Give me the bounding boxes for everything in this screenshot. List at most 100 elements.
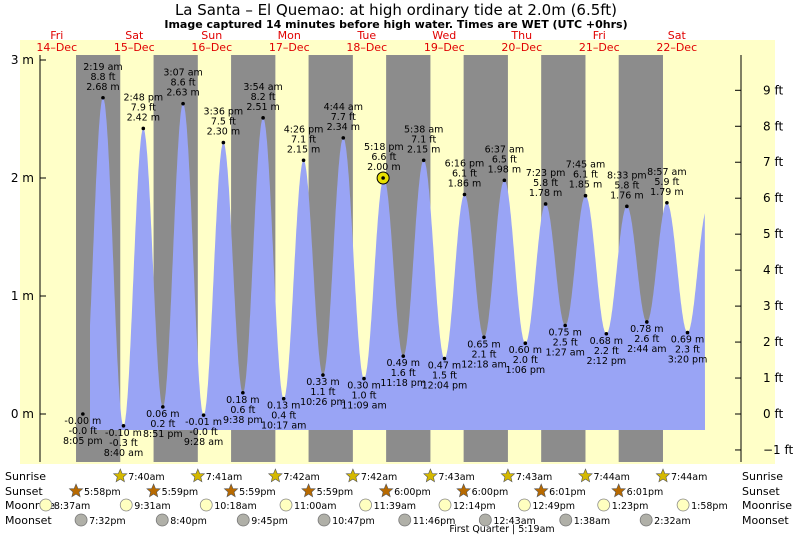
extreme-label: 7.7 ft [331,112,356,123]
moonset-time: 10:47pm [332,516,375,527]
left-tick-label: 2 m [11,171,34,185]
moonset-icon [236,513,250,527]
moonrise-time: 1:58pm [691,501,728,512]
extreme-label: 0.30 m [347,381,380,392]
extreme-point [241,390,245,395]
extreme-label: 0.6 ft [230,405,255,416]
sunset-icon [68,483,84,498]
row-label-right: Moonset [742,514,789,527]
extreme-label: 7.5 ft [211,117,236,128]
day-label-dow: Fri [593,29,606,42]
extreme-point [201,413,206,417]
extreme-label: 1.79 m [650,187,683,198]
sunset-time: 5:59pm [162,487,199,498]
left-tick-label: 0 m [11,407,34,421]
moonset-time: 9:45pm [251,516,288,527]
extreme-point [341,136,346,140]
day-label-date: 17–Dec [269,41,310,54]
extreme-label: 5.9 ft [654,177,679,188]
extreme-label: 8:05 pm [63,436,103,447]
extreme-label: 1.1 ft [310,387,335,398]
extreme-point [604,331,609,336]
extreme-label: 1.0 ft [351,391,376,402]
extreme-label: 1.98 m [488,164,521,175]
extreme-label: 0.06 m [146,409,179,420]
extreme-label: 2.15 m [407,144,440,155]
moonrise-time: 10:18am [214,501,256,512]
extreme-label: 7:23 pm [526,168,566,179]
extreme-point [665,200,669,205]
day-label-date: 20–Dec [501,41,542,54]
day-label-date: 16–Dec [191,41,232,54]
extreme-point [121,424,126,428]
day-label-dow: Sat [125,29,144,42]
right-tick-label: 8 ft [763,119,783,133]
sunset-icon [611,483,627,498]
day-label-date: 14–Dec [36,41,77,54]
extreme-label: 2.1 ft [471,349,496,360]
moonset-time: 12:43am [493,516,535,527]
sunset-icon [456,483,472,498]
sunrise-time: 7:42am [361,472,397,483]
sunset-icon [146,483,161,498]
extreme-label: 1.5 ft [432,371,457,382]
right-tick-label: 1 ft [763,371,783,385]
sunset-icon [223,483,239,498]
row-label-left: Sunrise [5,470,46,483]
moonset-icon [155,513,169,527]
extreme-label: 6.6 ft [371,152,396,163]
right-tick-label: 2 ft [763,335,783,349]
sunrise-time: 7:44am [671,472,707,483]
moonrise-icon [119,498,133,512]
extreme-point [301,158,306,163]
row-label-left: Moonset [5,514,52,527]
day-label-dow: Sat [668,29,687,42]
sunset-time: 6:00pm [472,487,509,498]
right-tick-label: 6 ft [763,191,783,205]
extreme-label: 0.65 m [467,339,500,350]
sunset-icon [301,483,316,498]
right-tick-label: 9 ft [763,83,783,97]
right-tick-label: 7 ft [763,155,783,169]
extreme-point [81,412,85,416]
extreme-point [563,323,567,328]
extreme-label: 1:06 pm [505,365,545,376]
sunset-time: 5:58pm [84,487,121,498]
day-label-dow: Mon [278,29,301,42]
moonset-icon [478,513,492,527]
moonset-icon [317,513,331,527]
extreme-point [482,335,486,340]
moonset-time: 7:32pm [89,516,126,527]
moonrise-time: 11:00am [294,501,336,512]
sunset-icon [533,483,549,498]
extreme-label: 2:12 pm [587,356,627,367]
sunset-time: 5:59pm [317,487,354,498]
extreme-label: 3:07 am [163,68,202,79]
extreme-label: 2.00 m [367,162,400,173]
moonrise-time: 12:14pm [453,501,496,512]
extreme-label: 0.69 m [671,335,704,346]
extreme-label: 2.68 m [86,82,119,93]
day-label-date: 21–Dec [579,41,620,54]
extreme-point [523,341,528,346]
extreme-label: 2.51 m [246,102,279,113]
sunrise-icon [267,468,283,483]
extreme-label: 9:28 am [184,437,223,448]
moonrise-time: 9:31am [134,501,170,512]
extreme-label: 5:18 pm [364,142,404,153]
extreme-label: 0.75 m [548,328,581,339]
extreme-label: 1.76 m [610,190,643,201]
tide-curve [90,97,705,431]
extreme-label: 2.30 m [207,127,240,138]
moonrise-icon [676,498,690,512]
extreme-label: 4:26 pm [284,124,324,135]
extreme-label: -0.3 ft [109,438,138,449]
extreme-label: 6.1 ft [452,169,477,180]
extreme-label: 8:40 am [104,448,143,459]
moonrise-icon [279,498,293,512]
sunrise-icon [345,468,361,483]
extreme-label: 2.2 ft [594,346,619,357]
extreme-label: 10:26 pm [300,397,346,408]
row-label-right: Moonrise [742,499,792,512]
row-label-right: Sunset [742,485,780,498]
